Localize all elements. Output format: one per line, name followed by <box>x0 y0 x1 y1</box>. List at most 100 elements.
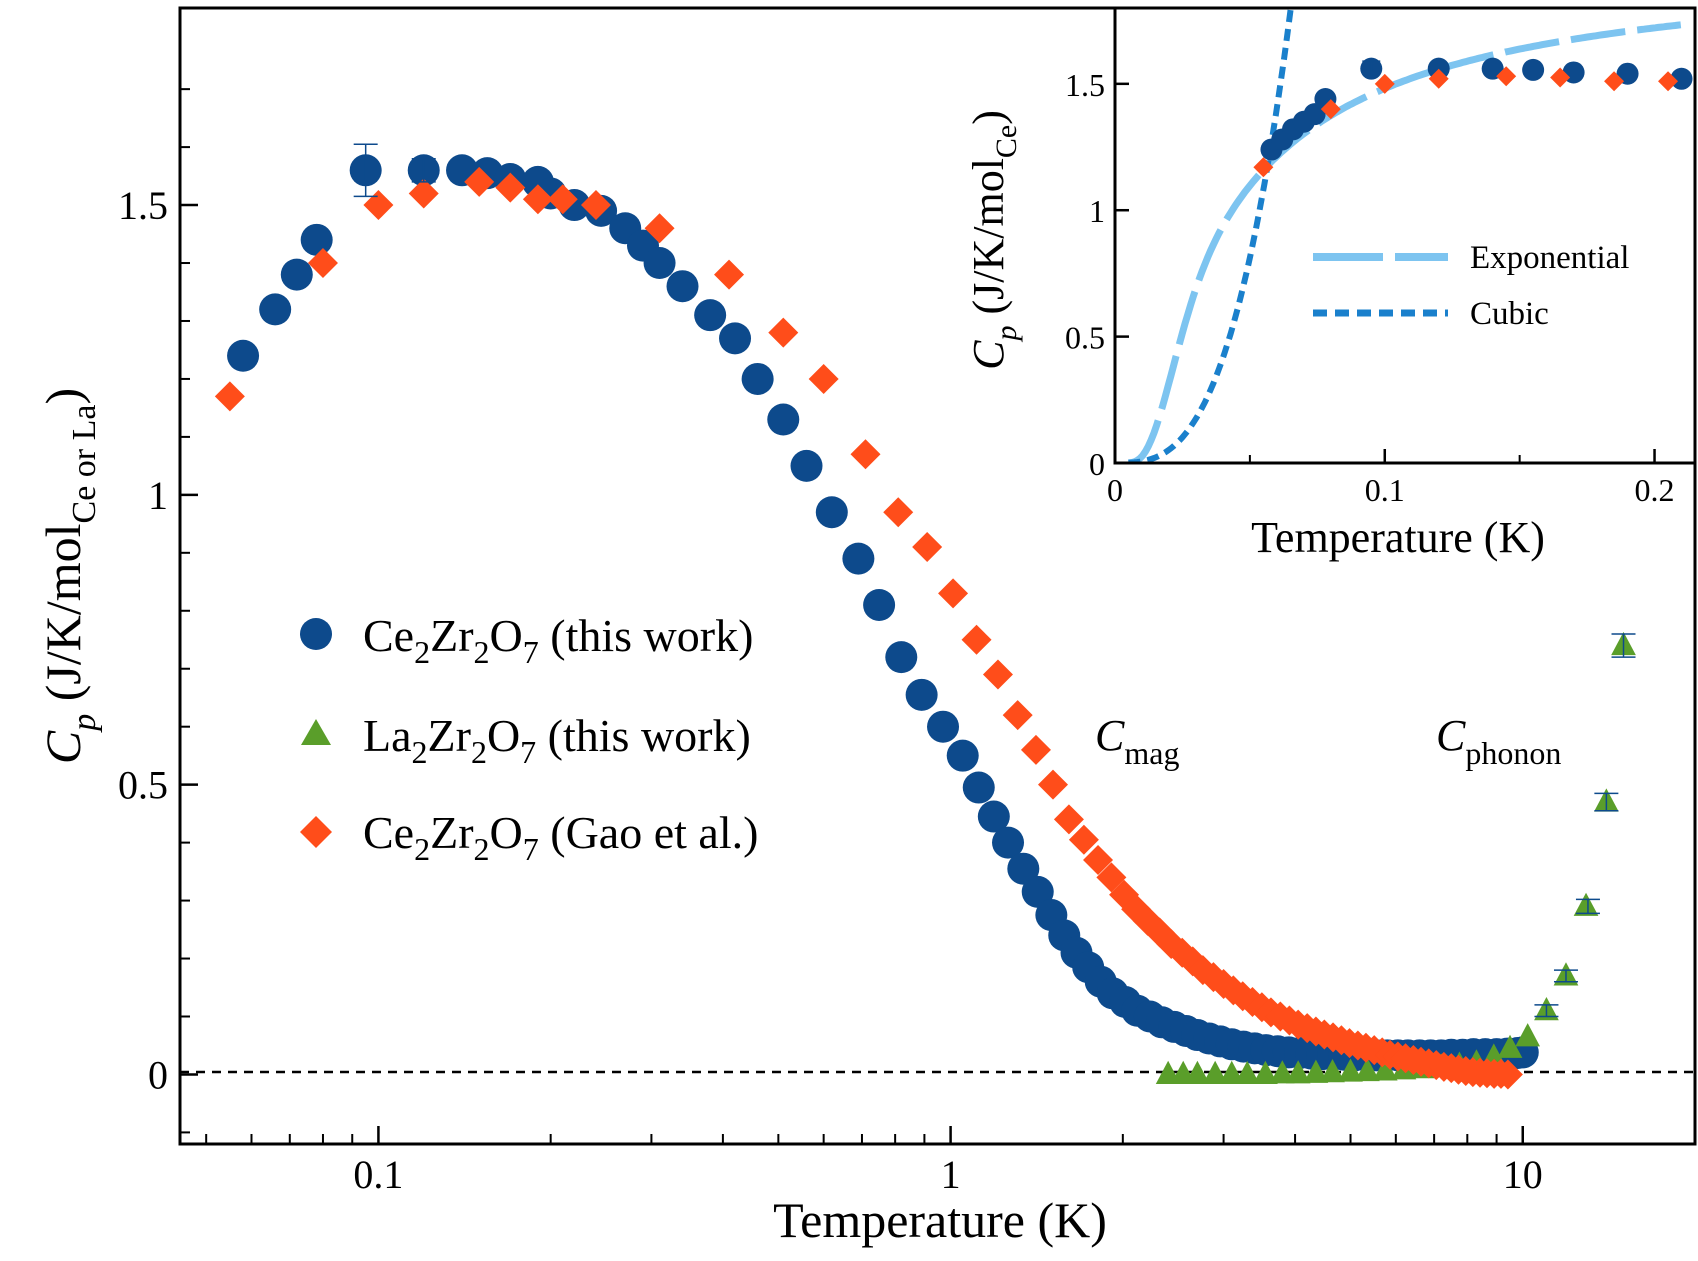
inset-ce-this-work-point <box>1427 57 1450 80</box>
inset-series-ce-gao <box>1253 66 1679 178</box>
inset-ce-this-work-point <box>1481 57 1504 80</box>
ce-this-work-point <box>280 258 313 291</box>
ce-this-work-point <box>767 403 800 436</box>
ce-this-work-point <box>1021 875 1054 908</box>
inset-ce-this-work-point <box>1670 67 1693 90</box>
ce-gao-point <box>495 172 526 203</box>
la-this-work-point <box>1303 1059 1329 1083</box>
la-this-work-point <box>1202 1060 1228 1085</box>
inset-legend-label-cubic: Cubic <box>1470 296 1549 332</box>
la-this-work-point <box>1338 1058 1363 1082</box>
la-this-work-point <box>1185 1060 1210 1085</box>
legend-marker-ce-this-work <box>300 618 332 650</box>
ce-this-work-point <box>962 771 995 804</box>
y-tick-label: 1 <box>148 473 168 518</box>
ce-this-work-point <box>643 247 676 280</box>
ce-gao-point <box>363 190 394 221</box>
x-tick-label: 1 <box>941 1152 961 1197</box>
inset-y-tick-label: 1 <box>1089 193 1105 229</box>
inset-ce-gao-point <box>1253 157 1274 178</box>
la-this-work-point <box>1269 1060 1295 1084</box>
ce-gao-point <box>850 439 881 470</box>
ce-gao-point <box>883 497 914 528</box>
inset-y-tick-label: 0 <box>1089 446 1105 482</box>
inset-series-ce-this-work <box>1260 57 1693 161</box>
ce-this-work-point <box>885 641 918 674</box>
la-this-work-point <box>1234 1060 1260 1085</box>
ce-gao-point <box>1002 700 1033 731</box>
ce-gao-point <box>522 184 553 215</box>
ce-gao-point <box>1068 824 1099 855</box>
inset-series-marks <box>1128 8 1693 463</box>
ce-this-work-point <box>927 710 960 743</box>
fit-cubic-curve <box>1128 8 1294 463</box>
ce-this-work-point <box>666 270 699 303</box>
ce-gao-point <box>464 166 495 197</box>
inset-y-axis-title: Cp (J/K/molCe) <box>964 110 1023 370</box>
inset-axis-ticks: 0 0.1 0.2 0 0.5 1 1.5 <box>1065 67 1675 508</box>
y-tick-label: 0.5 <box>118 763 168 808</box>
la-this-work-point <box>1320 1059 1345 1083</box>
ce-this-work-point <box>259 293 292 326</box>
inset-x-tick-label: 0.1 <box>1365 472 1405 508</box>
ce-this-work-point <box>977 800 1010 833</box>
legend-label-ce-this-work: Ce2Zr2O7 (this work) <box>363 610 753 670</box>
legend-marker-ce-gao <box>300 816 332 848</box>
ce-this-work-point <box>694 299 727 332</box>
inset-plot: 0 0.1 0.2 0 0.5 1 1.5 Temperature (K) Cp (J/K/… <box>964 6 1697 562</box>
main-series-marks <box>214 143 1636 1090</box>
ce-gao-point <box>644 213 675 244</box>
ce-this-work-point <box>227 339 260 372</box>
inset-ce-gao-point <box>1496 66 1517 87</box>
main-legend: Ce2Zr2O7 (this work) La2Zr2O7 (this work… <box>300 610 758 867</box>
y-tick-label: 1.5 <box>118 183 168 228</box>
ce-this-work-point <box>1007 852 1040 885</box>
ce-this-work-point <box>842 542 875 575</box>
series-la-this-work <box>1155 631 1636 1085</box>
annotation-cphonon: Cphonon <box>1436 711 1561 771</box>
ce-gao-point <box>768 317 799 348</box>
la-this-work-point <box>1573 892 1599 916</box>
la-this-work-point <box>1219 1060 1245 1085</box>
x-tick-label: 10 <box>1503 1152 1543 1197</box>
main-y-axis-title: Cp (J/K/molCe or La) <box>35 388 103 764</box>
ce-gao-point <box>408 178 439 209</box>
la-this-work-point <box>1372 1057 1398 1081</box>
inset-x-tick-label: 0.2 <box>1635 472 1675 508</box>
inset-x-tick-label: 0 <box>1107 472 1123 508</box>
ce-gao-point <box>808 363 839 394</box>
inset-ce-gao-point <box>1658 71 1679 92</box>
ce-gao-point <box>1492 1059 1523 1090</box>
inset-ce-this-work-point <box>1303 103 1326 126</box>
ce-this-work-point <box>905 678 938 711</box>
la-this-work-point <box>1253 1060 1278 1085</box>
legend-label-ce-gao: Ce2Zr2O7 (Gao et al.) <box>363 807 758 867</box>
inset-ce-gao-point <box>1550 67 1571 88</box>
ce-this-work-point <box>300 223 333 256</box>
ce-this-work-point <box>992 826 1025 859</box>
inset-y-tick-label: 1.5 <box>1065 67 1105 103</box>
ce-gao-point <box>1037 769 1068 800</box>
ce-gao-point <box>1020 734 1051 765</box>
inset-legend: Exponential Cubic <box>1313 240 1629 332</box>
ce-this-work-point <box>719 322 752 355</box>
ce-gao-point <box>982 659 1013 690</box>
ce-gao-point <box>214 381 245 412</box>
ce-gao-point <box>961 624 992 655</box>
x-tick-label: 0.1 <box>353 1152 403 1197</box>
inset-x-axis-title: Temperature (K) <box>1251 513 1545 562</box>
ce-gao-point <box>938 578 969 609</box>
la-this-work-point <box>1497 1034 1523 1058</box>
ce-this-work-point <box>741 362 774 395</box>
inset-ce-gao-point <box>1374 73 1395 94</box>
inset-y-tick-label: 0.5 <box>1065 320 1105 356</box>
la-this-work-point <box>1285 1060 1311 1084</box>
fit-exponential-curve <box>1128 21 1682 463</box>
series-ce-gao <box>214 166 1523 1090</box>
ce-this-work-point <box>815 496 848 529</box>
inset-ce-gao-point <box>1604 71 1625 92</box>
